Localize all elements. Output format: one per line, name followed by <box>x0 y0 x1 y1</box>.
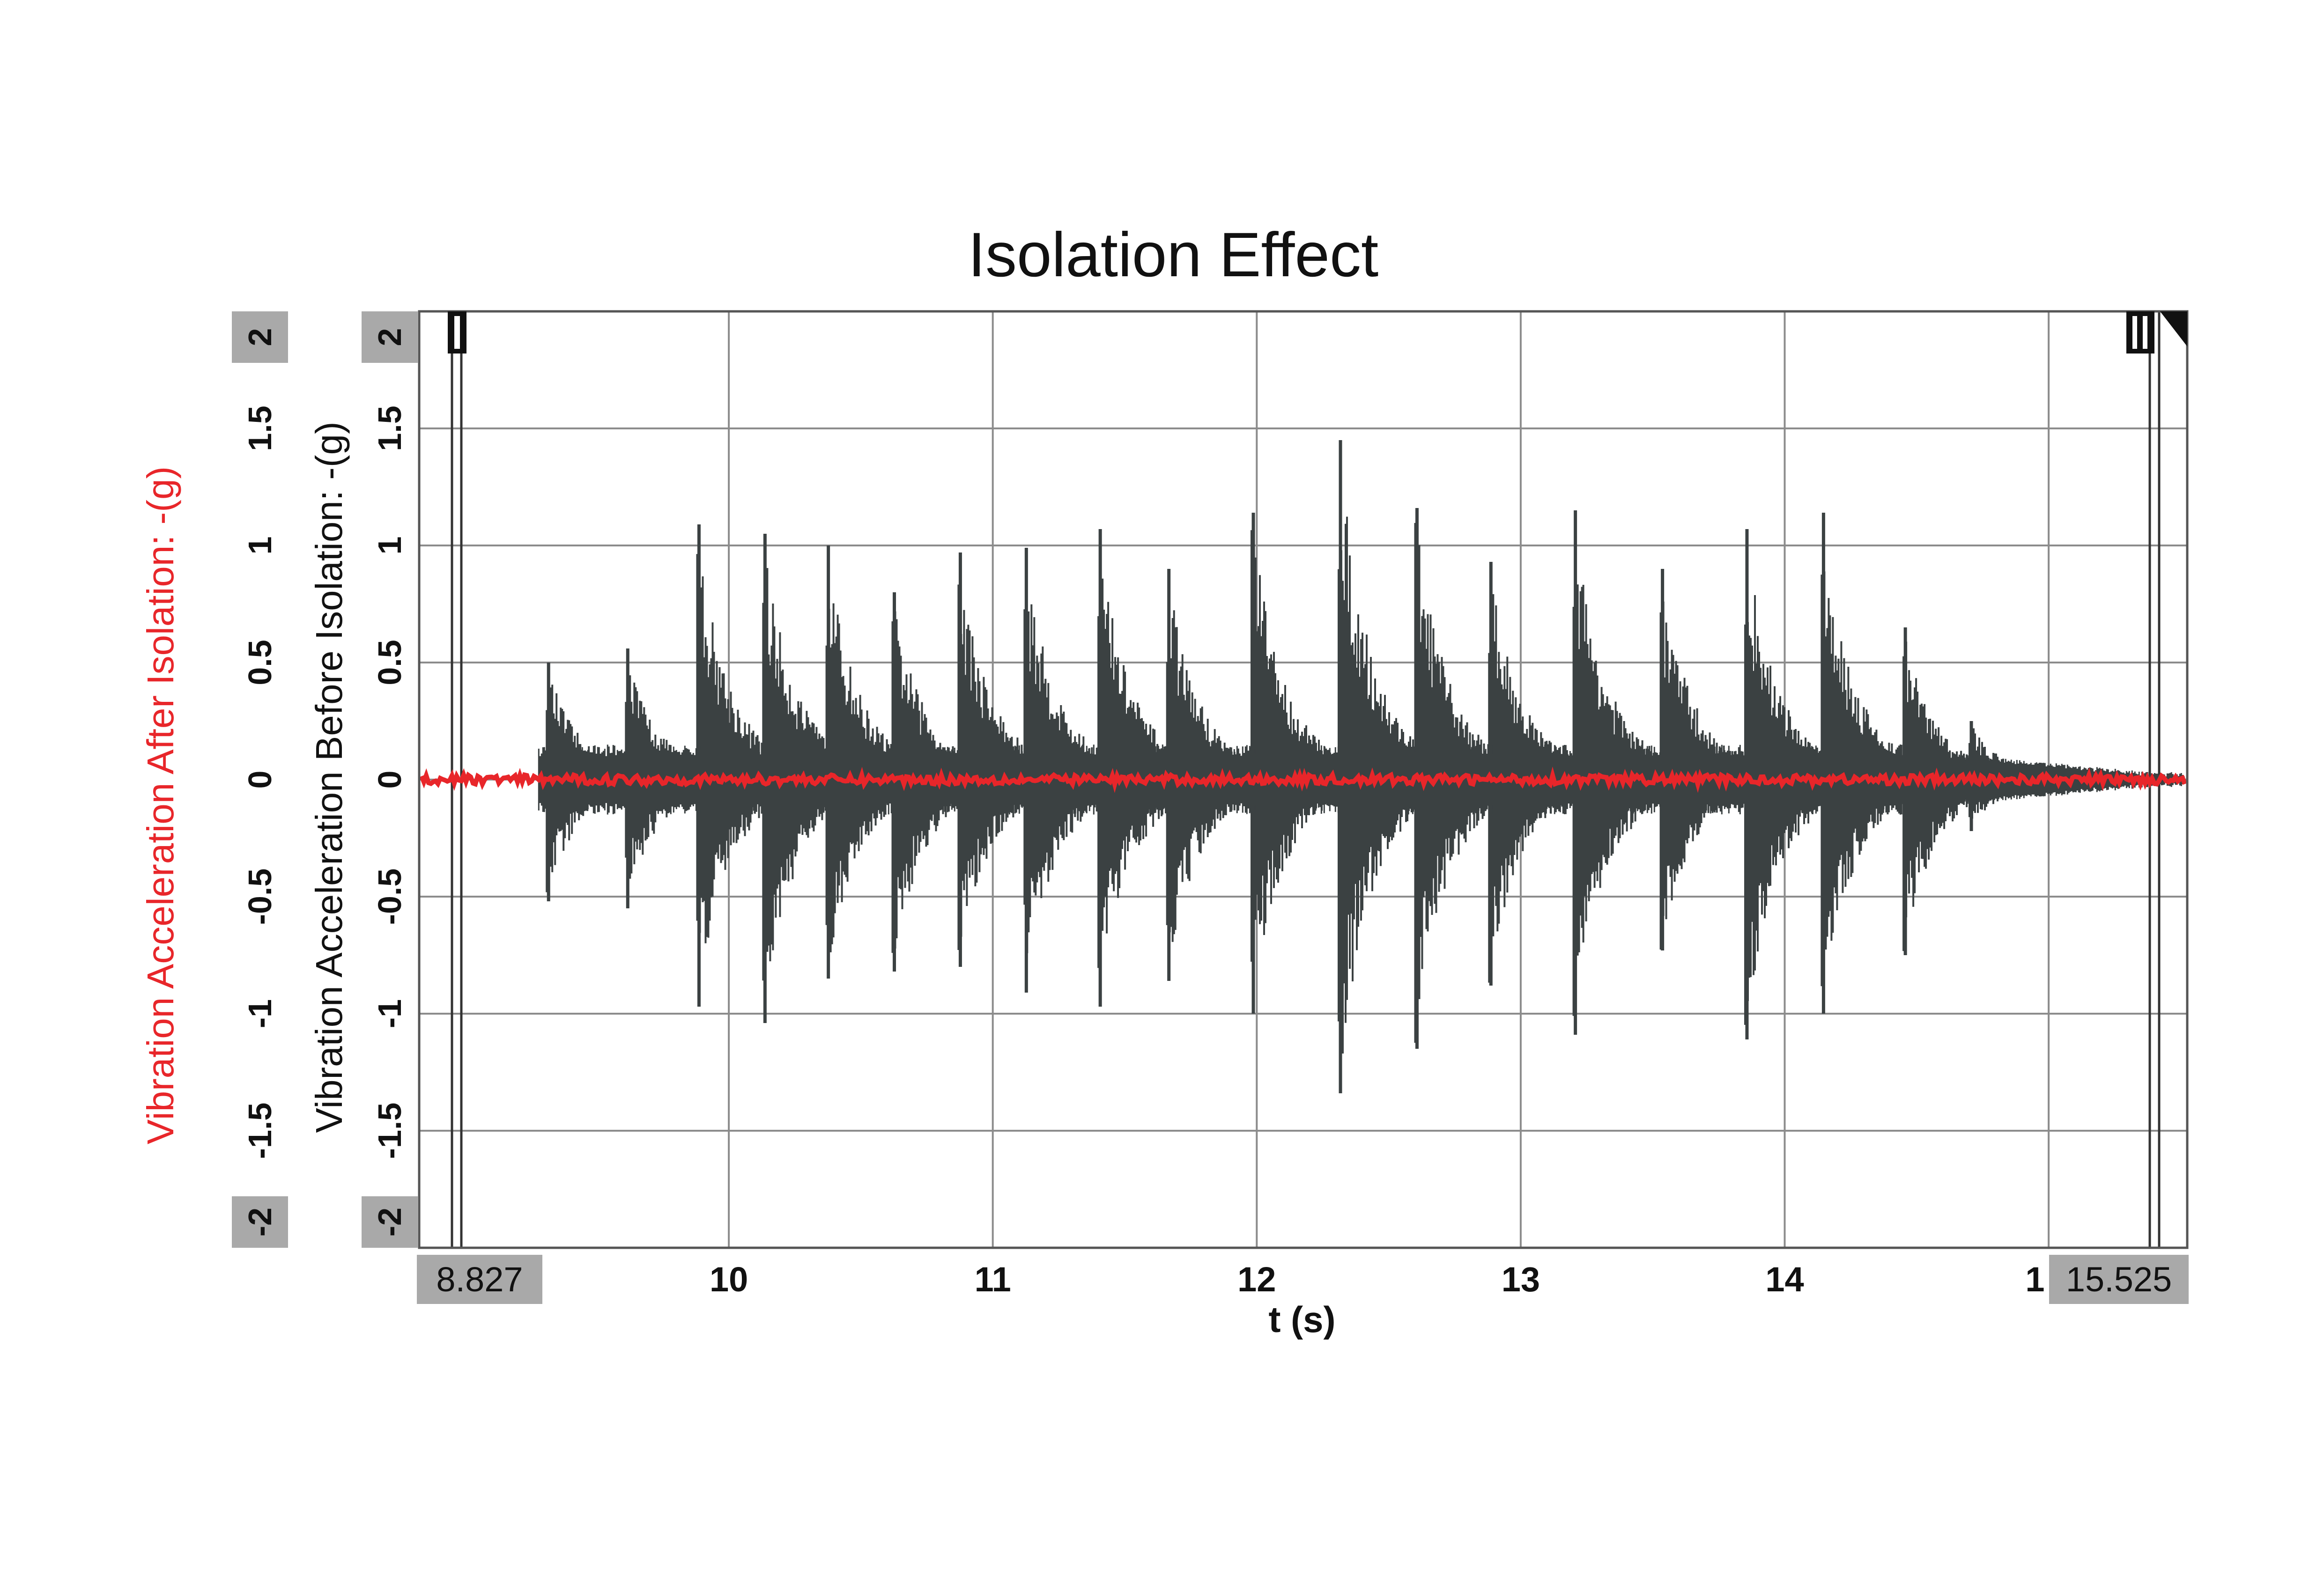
range-end-label: 15.525 <box>2066 1260 2172 1299</box>
y-tick-label: -2 <box>242 1208 278 1237</box>
cursor-marker-3[interactable] <box>2160 311 2187 346</box>
y-ticks-after-isolation: -2 -1.5 -1 -0.5 0 0.5 1 1.5 2 <box>232 311 288 1248</box>
y-tick-label: 2 <box>371 328 408 346</box>
plot-frame <box>418 310 2189 1249</box>
y-tick: -1.5 <box>242 1103 278 1159</box>
series-after-isolation <box>419 766 2187 793</box>
y-tick-label: 1 <box>242 537 278 555</box>
y-tick: 0.5 <box>371 640 408 685</box>
y-axis-label-before: Vibration Acceleration Before Isolation:… <box>308 421 350 1133</box>
x-ticks: 10 11 12 13 14 1 <box>710 1260 2045 1299</box>
y-ticks-before-isolation: -2 -1.5 -1 -0.5 0 0.5 1 1.5 2 <box>362 311 418 1248</box>
range-start-box: 8.827 <box>417 1255 542 1304</box>
y-tick-label: -0.5 <box>371 869 408 925</box>
x-tick-label: 1 <box>2025 1260 2044 1299</box>
y-tick-label: 2 <box>242 328 278 346</box>
y-tick-label: -1.5 <box>242 1103 278 1159</box>
y-tick: -0.5 <box>371 869 408 925</box>
y-tick: 1 <box>242 537 278 555</box>
y-tick: 0 <box>242 771 278 789</box>
cursor-marker-1[interactable] <box>448 311 466 353</box>
y-tick-label: 1 <box>371 537 408 555</box>
range-end-box: 15.525 <box>2049 1255 2189 1304</box>
y-tick-label: 0 <box>371 771 408 789</box>
y-tick-label: -1 <box>242 999 278 1028</box>
y-tick: -2 <box>232 1196 288 1248</box>
y-tick: 1.5 <box>371 405 408 451</box>
range-start-label: 8.827 <box>436 1260 523 1299</box>
y-tick-label: 0.5 <box>242 640 278 685</box>
y-tick: 1.5 <box>242 405 278 451</box>
y-tick: 0.5 <box>242 640 278 685</box>
after-isolation-line <box>419 766 2187 793</box>
y-tick-label: 0 <box>242 771 278 789</box>
x-tick-label: 11 <box>975 1260 1011 1299</box>
y-tick: -1.5 <box>371 1103 408 1159</box>
y-tick: 2 <box>232 311 288 363</box>
cursor-markers <box>448 311 2187 353</box>
y-tick-label: 0.5 <box>371 640 408 685</box>
y-tick-label: -2 <box>371 1208 408 1237</box>
x-tick-label: 12 <box>1237 1260 1276 1299</box>
cursor-marker-2[interactable] <box>2126 311 2154 353</box>
y-tick: 0 <box>371 771 408 789</box>
x-tick-label: 14 <box>1765 1260 1804 1299</box>
y-tick-label: -1.5 <box>371 1103 408 1159</box>
y-tick-label: 1.5 <box>242 405 278 451</box>
chart-title: Isolation Effect <box>968 220 1379 290</box>
y-tick: -2 <box>362 1196 418 1248</box>
y-tick: -0.5 <box>242 869 278 925</box>
y-tick-label: -1 <box>371 999 408 1028</box>
y-tick: -1 <box>371 999 408 1028</box>
y-axis-label-after: Vibration Acceleration After Isolation: … <box>140 466 181 1144</box>
y-tick: 1 <box>371 537 408 555</box>
x-tick-label: 13 <box>1502 1260 1540 1299</box>
y-tick-label: 1.5 <box>371 405 408 451</box>
x-tick-label: 10 <box>710 1260 748 1299</box>
y-tick: -1 <box>242 999 278 1028</box>
y-tick: 2 <box>362 311 418 363</box>
x-axis-label: t (s) <box>1269 1299 1336 1340</box>
y-tick-label: -0.5 <box>242 869 278 925</box>
